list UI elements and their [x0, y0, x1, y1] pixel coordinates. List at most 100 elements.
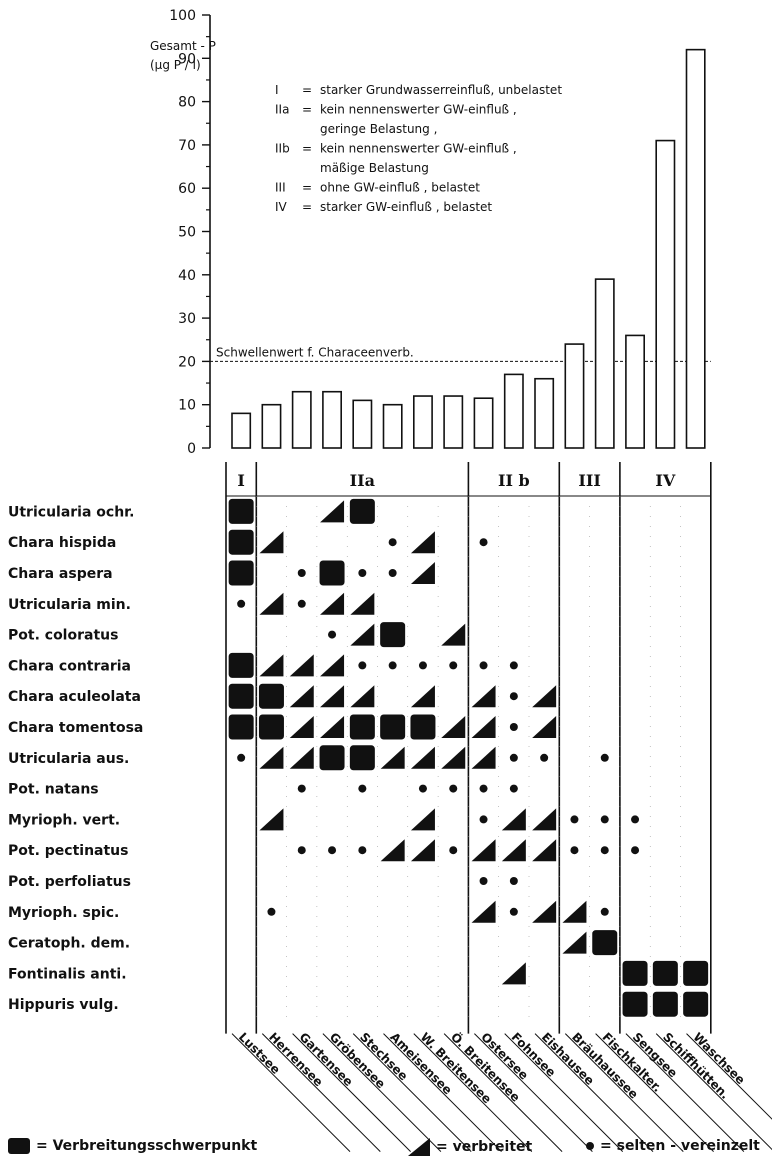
cell-dot-mark: [297, 784, 306, 793]
cell-triangle-mark: [259, 592, 284, 615]
y-tick-label: 10: [178, 398, 196, 414]
species-label: Pot. coloratus: [8, 628, 118, 644]
annotation-text: kein nennenswerter GW-einfluß ,: [320, 142, 517, 156]
cell-triangle-mark: [259, 531, 284, 554]
group-label: IIa: [350, 471, 375, 490]
cell-dot-mark: [418, 661, 427, 670]
cell-dot-mark: [237, 599, 246, 608]
threshold-label: Schwellenwert f. Characeenverb.: [216, 345, 414, 359]
cell-square-mark: [380, 622, 406, 648]
column-label-leader: [474, 1033, 593, 1152]
annotation-text: ohne GW-einfluß , belastet: [320, 181, 480, 195]
bar: [291, 390, 312, 449]
bar: [594, 278, 615, 449]
legend-item-triangle: = verbreitet: [408, 1138, 532, 1156]
cell-square-mark: [349, 714, 375, 740]
bar: [261, 403, 282, 449]
y-tick-label: 70: [178, 138, 196, 154]
cell-dot-mark: [358, 784, 367, 793]
cell-dot-mark: [509, 907, 518, 916]
cell-dot-mark: [600, 815, 609, 824]
y-axis-label-line1: Gesamt - P: [150, 39, 216, 53]
y-tick-label: 0: [187, 441, 196, 457]
column-label-leader: [534, 1033, 654, 1152]
bar: [322, 390, 342, 449]
annotation-key: IIa: [275, 103, 289, 117]
cell-square-mark: [349, 498, 375, 524]
annotation-separator: =: [302, 142, 312, 156]
column-label-leader: [231, 1033, 351, 1152]
cell-triangle-mark: [441, 623, 466, 646]
y-tick-label: 40: [178, 268, 196, 284]
bar: [231, 412, 252, 449]
y-tick-label: 80: [178, 95, 196, 111]
cell-dot-mark: [570, 846, 579, 855]
cell-square-mark: [258, 683, 284, 709]
annotation-key: IIb: [275, 142, 290, 156]
legend-item-dot: = selten - vereinzelt: [586, 1138, 760, 1154]
cell-dot-mark: [509, 877, 518, 885]
cell-triangle-mark: [532, 685, 557, 708]
cell-square-mark: [228, 652, 254, 678]
cell-triangle-mark: [532, 808, 557, 831]
annotation-key: I: [275, 83, 279, 97]
species-label: Hippuris vulg.: [8, 997, 119, 1013]
species-label: Utricularia ochr.: [8, 504, 134, 520]
cell-dot-mark: [358, 661, 367, 670]
legend-label-square: = Verbreitungsschwerpunkt: [36, 1138, 258, 1154]
dot-symbol-icon: [586, 1142, 594, 1150]
cell-dot-mark: [509, 723, 518, 731]
cell-dot-mark: [509, 692, 518, 701]
column-label-leader: [443, 1033, 563, 1152]
y-tick-label: 30: [178, 311, 196, 327]
cell-square-mark: [228, 498, 254, 524]
cell-triangle-mark: [532, 716, 557, 738]
cell-dot-mark: [479, 661, 488, 670]
cell-dot-mark: [388, 661, 397, 670]
y-tick-label: 60: [178, 181, 196, 197]
annotation-separator: =: [302, 83, 312, 97]
species-label: Chara aspera: [8, 566, 113, 582]
species-label: Fontinalis anti.: [8, 966, 127, 982]
bar: [564, 343, 585, 449]
cell-square-mark: [652, 991, 678, 1017]
cell-dot-mark: [297, 846, 306, 855]
column-label-leader: [383, 1033, 502, 1152]
cell-dot-mark: [449, 846, 458, 855]
bar: [443, 395, 464, 449]
y-axis-label-line2: (µg P / l): [150, 58, 201, 72]
cell-triangle-mark: [289, 746, 314, 769]
cell-triangle-mark: [259, 808, 284, 831]
column-label-leader: [655, 1033, 772, 1151]
cell-triangle-mark: [320, 685, 345, 708]
column-label-leader: [686, 1033, 772, 1120]
cell-triangle-mark: [350, 592, 375, 615]
cell-dot-mark: [509, 784, 518, 793]
cell-triangle-mark: [471, 900, 496, 923]
column-label-leader: [413, 1033, 533, 1152]
cell-dot-mark: [600, 753, 609, 762]
bar: [412, 395, 433, 449]
cell-square-mark: [349, 745, 375, 771]
bar: [503, 373, 524, 449]
cell-square-mark: [319, 560, 345, 586]
cell-triangle-mark: [410, 839, 435, 862]
species-label: Ceratoph. dem.: [8, 936, 130, 952]
annotation-text: mäßige Belastung: [320, 161, 429, 175]
legend-label-dot: = selten - vereinzelt: [600, 1138, 760, 1154]
cell-square-mark: [652, 960, 678, 986]
cell-dot-mark: [631, 815, 640, 824]
cell-dot-mark: [631, 846, 640, 855]
column-label-leader: [595, 1033, 714, 1152]
legend-label-triangle: = verbreitet: [436, 1139, 533, 1155]
cell-square-mark: [228, 683, 254, 709]
annotation-separator: =: [302, 181, 312, 195]
cell-dot-mark: [479, 784, 488, 793]
bar: [655, 139, 676, 449]
cell-triangle-mark: [410, 562, 435, 584]
bar: [382, 403, 403, 449]
column-label-leader: [322, 1033, 442, 1152]
cell-dot-mark: [479, 538, 488, 547]
cell-triangle-mark: [471, 839, 496, 862]
annotation-key: III: [275, 181, 286, 195]
